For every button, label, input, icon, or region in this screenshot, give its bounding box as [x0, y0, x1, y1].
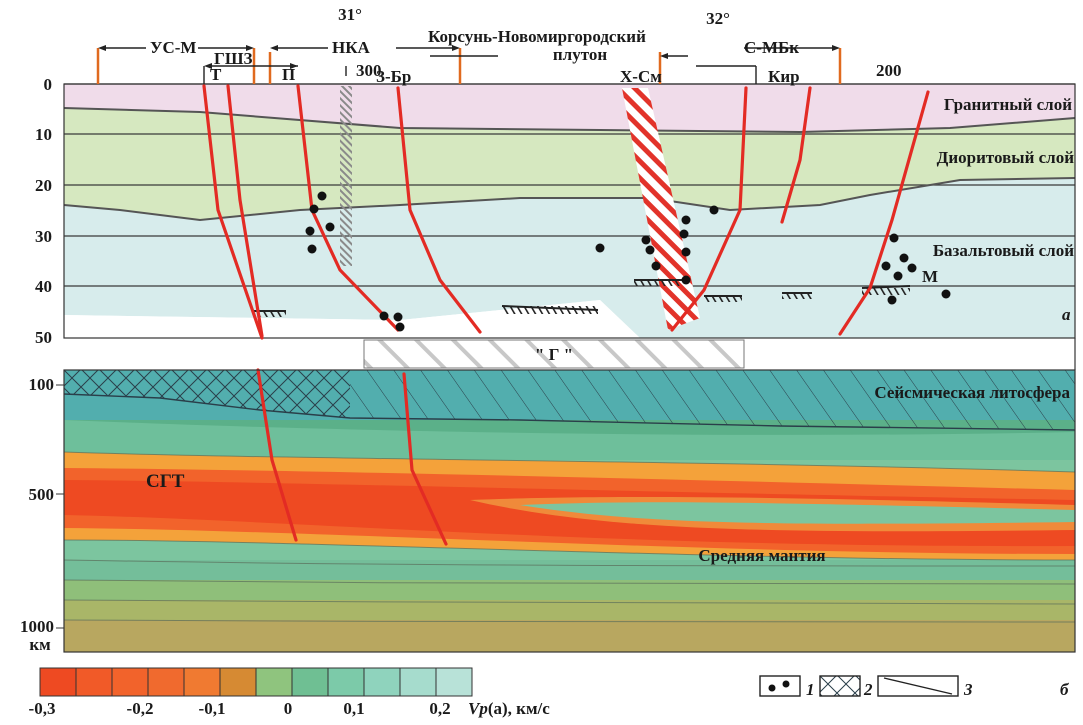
region-korsun: Корсунь-Новомиргородский	[428, 27, 646, 46]
label-p: П	[282, 65, 295, 84]
svg-text:500: 500	[29, 485, 55, 504]
legend-label-1: 1	[806, 680, 815, 699]
lon-32: 32°	[706, 9, 730, 28]
middle-mantle-label: Средняя мантия	[698, 546, 825, 565]
depth-axis-a: 0 10 20 30 40 50	[35, 75, 52, 347]
region-gshz: ГШЗ	[214, 49, 252, 68]
svg-text:0: 0	[44, 75, 53, 94]
svg-text:50: 50	[35, 328, 52, 347]
cb-tick-2: -0,2	[127, 699, 154, 718]
diorite-layer-label: Диоритовый слой	[937, 148, 1075, 167]
lon-31: 31°	[338, 5, 362, 24]
cb-tick-5: 0,1	[343, 699, 364, 718]
granite-layer-label: Гранитный слой	[944, 95, 1072, 114]
colorbar-cell	[399, 667, 437, 697]
depth-axis-b: 100 500 1000 км	[20, 375, 64, 654]
colorbar-cell	[363, 667, 401, 697]
fault-lines-b	[256, 368, 448, 546]
colorbar-cell	[327, 667, 365, 697]
svg-text:1000: 1000	[20, 617, 54, 636]
legend-box-2	[819, 675, 861, 697]
basalt-layer-label: Базальтовый слой	[933, 241, 1074, 260]
top-annotations: УС-М ГШЗ НКА Корсунь-Новомиргородский пл…	[96, 5, 902, 86]
cb-tick-1: -0,3	[29, 699, 56, 718]
region-nka: НКА	[332, 38, 371, 57]
panel-a-crust-section: Гранитный слой Диоритовый слой Базальтов…	[35, 75, 1076, 347]
hatched-lithosphere	[350, 370, 1075, 430]
colorbar-cell	[39, 667, 77, 697]
diorite-layer	[64, 108, 1075, 220]
label-kir: Кир	[768, 67, 800, 86]
colorbar-cell	[75, 667, 113, 697]
velocity-colorbar: -0,3 -0,2 -0,1 0 0,1 0,2 Vp(а), км/с	[29, 667, 550, 718]
colorbar-cell	[111, 667, 149, 697]
colorbar-cell	[147, 667, 185, 697]
cb-unit: Vp(а), км/с	[468, 699, 550, 718]
fault-lines-a	[202, 84, 930, 340]
colorbar-cell	[291, 667, 329, 697]
dist-200: 200	[876, 61, 902, 80]
legend-box-1	[759, 675, 801, 697]
g-zone	[363, 339, 745, 369]
svg-text:10: 10	[35, 125, 52, 144]
panel-b-mantle-section: " Г " Сейсмическая литосфера СГТ Средняя…	[20, 338, 1076, 654]
cb-tick-3: -0,1	[199, 699, 226, 718]
hypocenters-a	[305, 191, 951, 332]
region-s-mbk: С-МБк	[744, 38, 799, 57]
colorbar-cell	[219, 667, 257, 697]
svg-text:100: 100	[29, 375, 55, 394]
colorbar-cell	[435, 667, 473, 697]
legend-label-2: 2	[863, 680, 873, 699]
label-x-sm: Х-См	[620, 67, 662, 86]
g-zone-label: " Г "	[535, 345, 573, 364]
svg-text:20: 20	[35, 176, 52, 195]
legend-label-3: 3	[963, 680, 973, 699]
label-t: Т	[210, 65, 222, 84]
svg-text:40: 40	[35, 277, 52, 296]
kh-sm-fault-zone	[622, 88, 700, 330]
cb-tick-6: 0,2	[429, 699, 450, 718]
svg-text:км: км	[29, 635, 51, 654]
crosshatch-lithosphere	[64, 370, 350, 418]
moho-label: М	[922, 267, 938, 286]
panel-a-letter: а	[1062, 305, 1071, 324]
seismic-lithosphere-label: Сейсмическая литосфера	[874, 383, 1070, 402]
panel-b-letter: б	[1060, 680, 1070, 699]
granite-layer	[64, 84, 1075, 132]
colorbar-cell	[255, 667, 293, 697]
cb-tick-4: 0	[284, 699, 293, 718]
label-z-br: З-Бр	[376, 67, 411, 86]
sgt-label: СГТ	[146, 471, 185, 492]
svg-text:30: 30	[35, 227, 52, 246]
dist-300: 300	[356, 61, 382, 80]
region-us-m: УС-М	[150, 38, 196, 57]
legend: 1 2 3 б	[759, 675, 1070, 699]
region-pluton: плутон	[553, 45, 607, 64]
grey-hatched-zone	[340, 86, 352, 266]
colorbar-cell	[183, 667, 221, 697]
